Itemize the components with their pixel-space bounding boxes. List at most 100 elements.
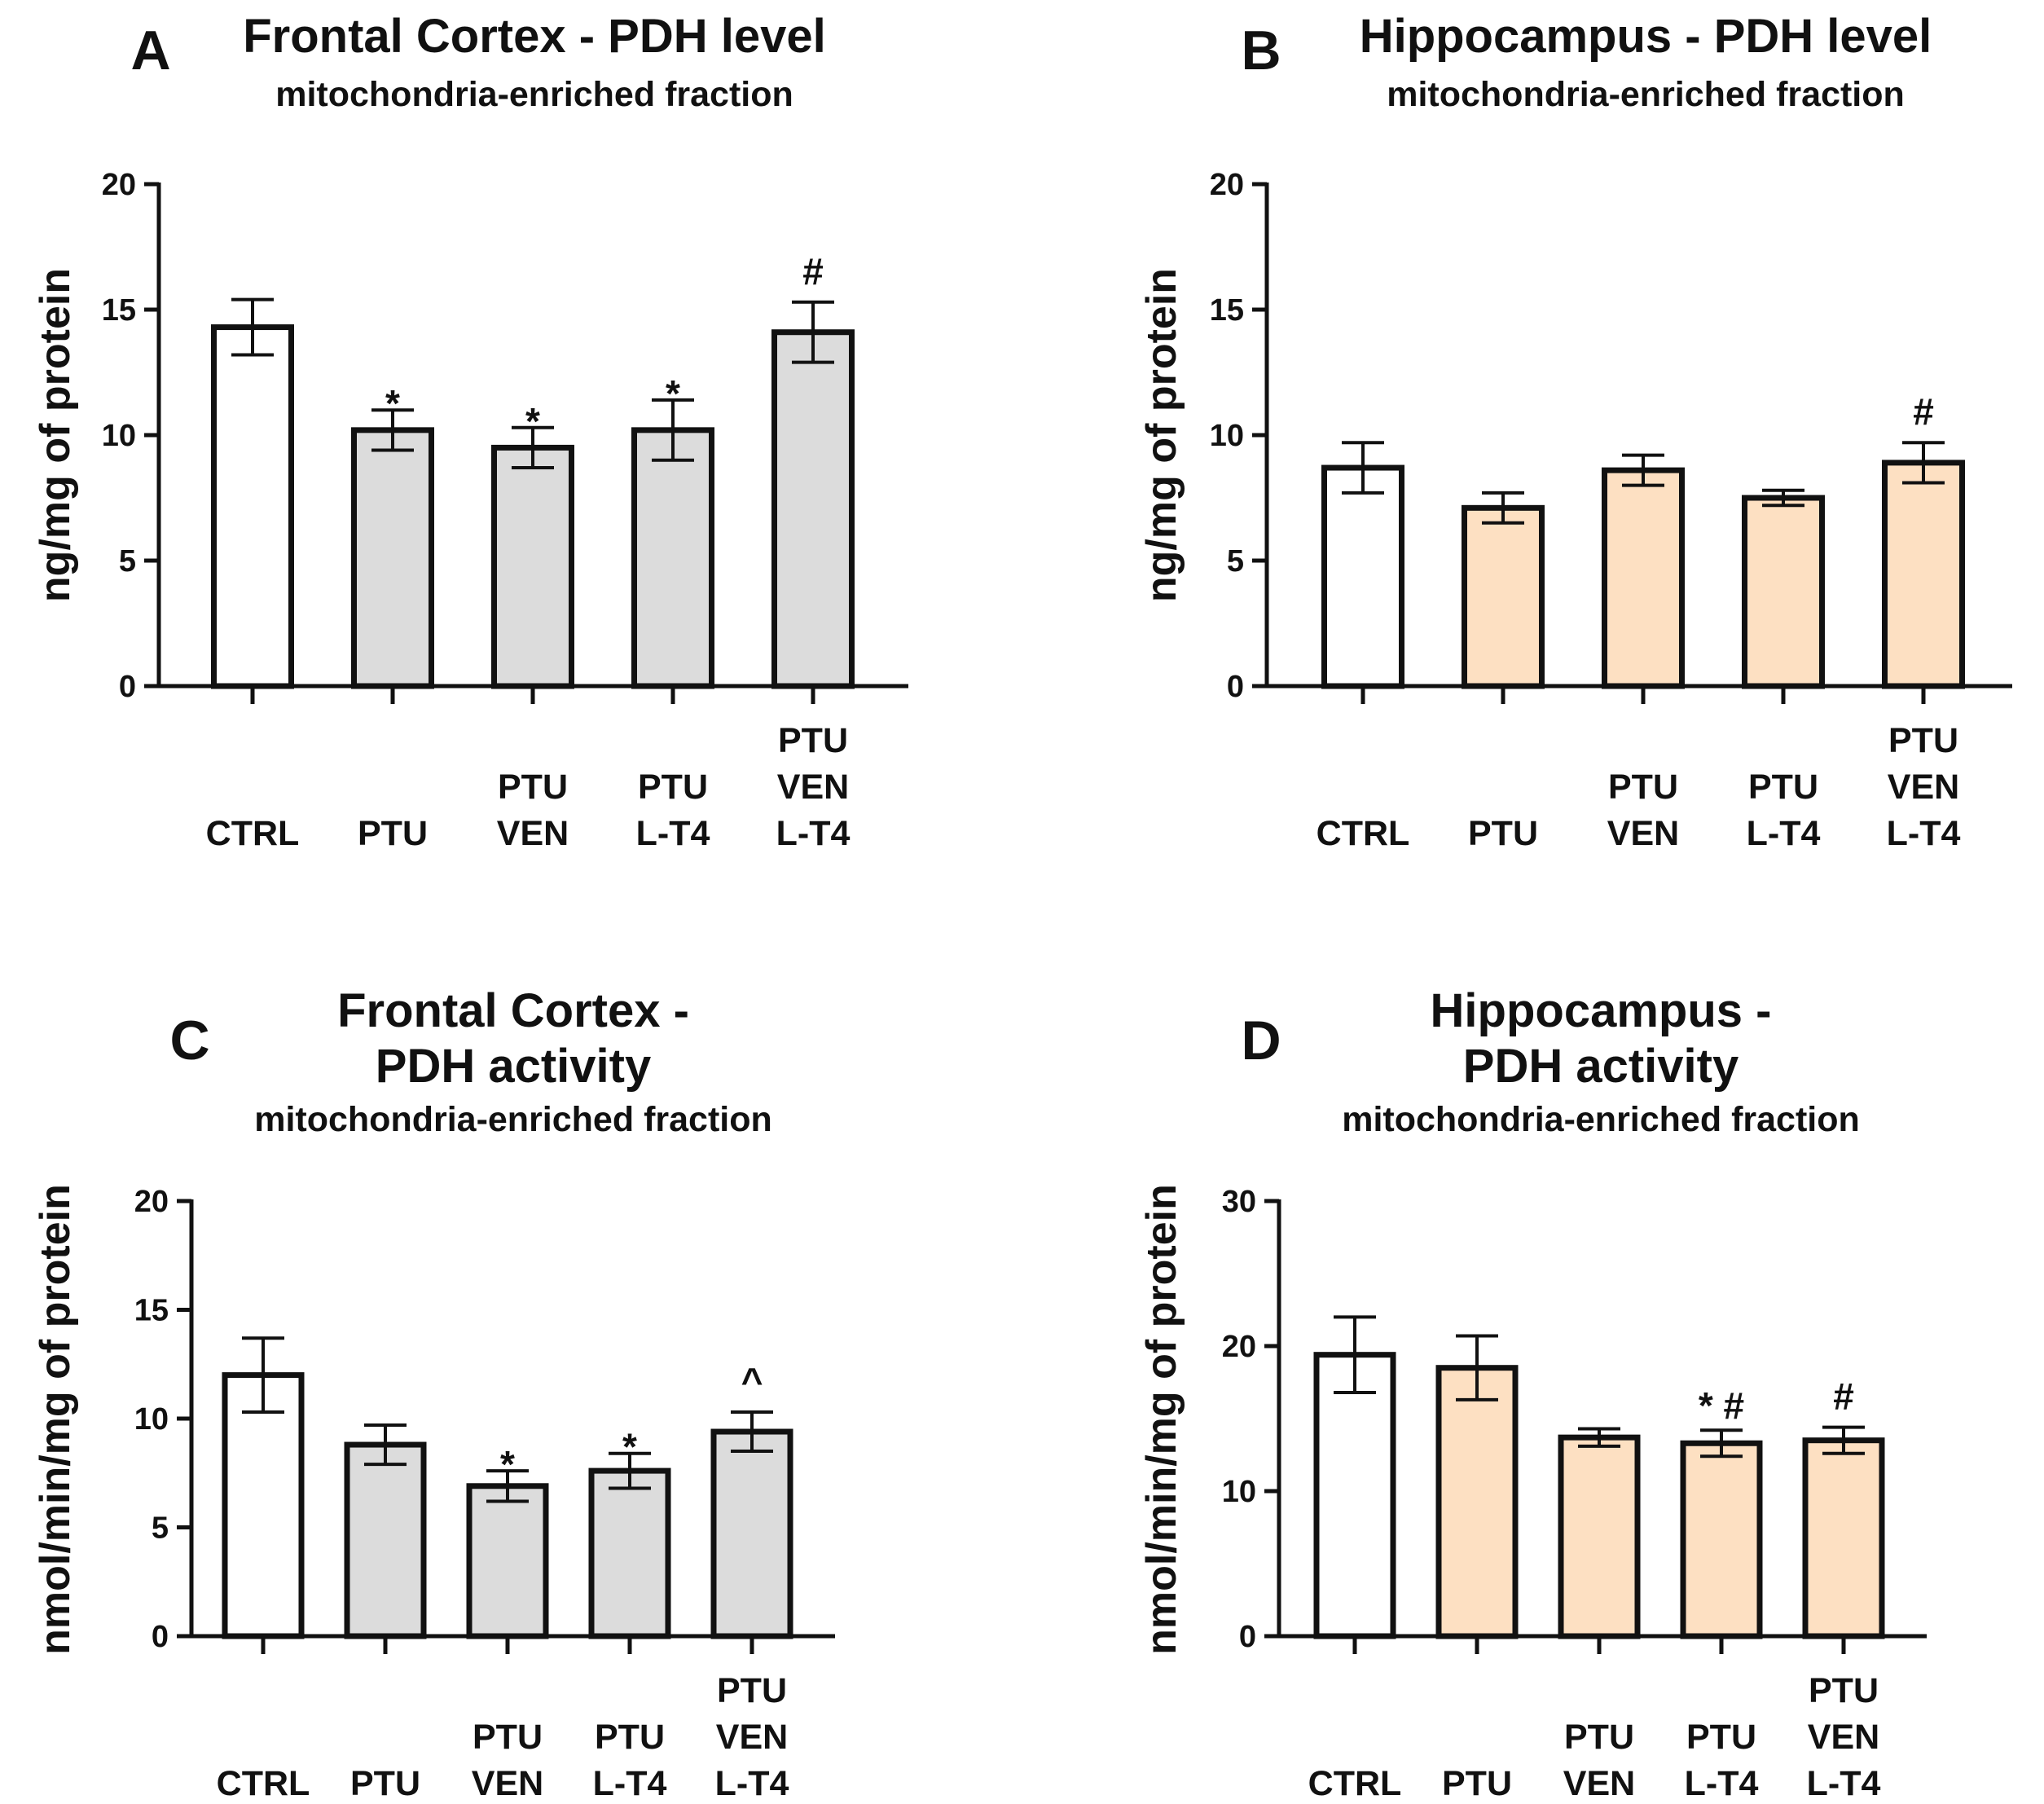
x-category-label: PTU xyxy=(717,1671,787,1710)
x-category-label: VEN xyxy=(1808,1718,1879,1757)
bar-group: PTU xyxy=(1435,1334,1519,1803)
bar-group: PTU VEN xyxy=(1602,453,1685,853)
x-category-label: PTU xyxy=(1608,768,1678,807)
x-category-label: PTU xyxy=(473,1718,543,1757)
significance-marker: * xyxy=(622,1426,637,1468)
bar xyxy=(491,444,574,689)
x-category-label: PTU xyxy=(1888,721,1958,760)
chart-title: Frontal Cortex - PDH level xyxy=(243,10,825,63)
bar-group: CTRL xyxy=(206,297,299,853)
x-category-label: L-T4 xyxy=(1807,1764,1881,1803)
bar-group: # PTU VEN L-T4 xyxy=(1882,390,1965,853)
bar xyxy=(710,1428,793,1639)
bar-group: * PTU VEN xyxy=(491,400,574,853)
x-category-label: PTU xyxy=(1748,768,1818,807)
chart-subtitle: mitochondria-enriched fraction xyxy=(275,75,793,114)
chart-title: Frontal Cortex - xyxy=(337,984,689,1037)
x-category-label: PTU xyxy=(1686,1718,1756,1757)
bar xyxy=(1313,1352,1396,1639)
x-category-label: PTU xyxy=(1564,1718,1634,1757)
chart-subtitle: mitochondria-enriched fraction xyxy=(1342,1100,1860,1139)
bar-group: PTU xyxy=(1462,491,1545,853)
y-axis-label: nmol/min/mg of protein xyxy=(1138,1184,1185,1655)
y-tick-label: 5 xyxy=(152,1511,169,1546)
bar-group: PTU VEN xyxy=(1558,1427,1641,1803)
chart-panel-a: A Frontal Cortex - PDH level mitochondria-… xyxy=(32,10,908,853)
x-category-label: PTU xyxy=(498,768,568,807)
x-category-label: PTU xyxy=(358,814,428,853)
panel-letter: B xyxy=(1241,20,1281,81)
chart-panel-c: C Frontal Cortex -PDH activity mitochondri… xyxy=(32,984,835,1803)
y-tick-label: 20 xyxy=(134,1185,169,1219)
x-category-label: PTU xyxy=(778,721,848,760)
panel-letter: D xyxy=(1241,1010,1281,1071)
chart-panel-d: D Hippocampus -PDH activity mitochondria-e… xyxy=(1138,984,1927,1803)
x-category-label: VEN xyxy=(777,768,849,807)
y-tick-label: 10 xyxy=(1210,419,1244,453)
panel-letter: C xyxy=(169,1010,209,1071)
bar-group: # PTU VEN L-T4 xyxy=(771,250,855,853)
y-tick-label: 20 xyxy=(102,168,136,202)
bar xyxy=(631,427,714,689)
significance-marker: * xyxy=(525,400,540,442)
y-tick-label: 0 xyxy=(1227,670,1244,704)
y-tick-label: 10 xyxy=(1222,1475,1256,1509)
bar xyxy=(344,1441,427,1639)
chart-subtitle: mitochondria-enriched fraction xyxy=(1387,75,1905,114)
y-axis-label: ng/mg of protein xyxy=(32,268,79,602)
chart-title: PDH activity xyxy=(1463,1040,1738,1093)
bar xyxy=(466,1483,549,1639)
bar xyxy=(1602,467,1685,689)
chart-title: PDH activity xyxy=(376,1040,651,1093)
significance-marker: # xyxy=(1913,390,1934,433)
bar xyxy=(1435,1365,1519,1639)
bar xyxy=(1882,460,1965,689)
y-tick-label: 10 xyxy=(102,419,136,453)
y-tick-label: 5 xyxy=(119,544,136,579)
x-category-label: L-T4 xyxy=(1747,814,1821,853)
x-category-label: L-T4 xyxy=(715,1764,789,1803)
y-tick-label: 0 xyxy=(1239,1620,1256,1654)
significance-marker: * # xyxy=(1699,1384,1744,1427)
x-category-label: PTU xyxy=(350,1764,420,1803)
panel-letter: A xyxy=(130,20,170,81)
y-tick-label: 20 xyxy=(1222,1330,1256,1364)
y-tick-label: 15 xyxy=(1210,293,1244,328)
x-category-label: VEN xyxy=(1563,1764,1635,1803)
bar xyxy=(588,1467,671,1639)
x-category-label: CTRL xyxy=(1308,1764,1402,1803)
x-category-label: L-T4 xyxy=(593,1764,667,1803)
x-category-label: PTU xyxy=(1468,814,1538,853)
x-category-label: L-T4 xyxy=(1685,1764,1759,1803)
bar-group: * PTU L-T4 xyxy=(631,372,714,853)
y-axis-label: nmol/min/mg of protein xyxy=(32,1184,79,1655)
x-category-label: CTRL xyxy=(1317,814,1410,853)
bar xyxy=(771,329,855,689)
y-tick-label: 0 xyxy=(119,670,136,704)
y-tick-label: 5 xyxy=(1227,544,1244,579)
x-category-label: VEN xyxy=(472,1764,543,1803)
x-category-label: L-T4 xyxy=(776,814,851,853)
significance-marker: * xyxy=(385,382,400,425)
x-category-label: CTRL xyxy=(217,1764,310,1803)
x-category-label: VEN xyxy=(497,814,569,853)
y-tick-label: 15 xyxy=(102,293,136,328)
bar xyxy=(1742,495,1825,689)
significance-marker: # xyxy=(802,250,824,293)
bar xyxy=(1802,1437,1885,1639)
significance-marker: # xyxy=(1833,1375,1854,1418)
bar xyxy=(1462,504,1545,689)
x-category-label: PTU xyxy=(1809,1671,1879,1710)
bar-group: * PTU VEN xyxy=(466,1443,549,1803)
y-tick-label: 10 xyxy=(134,1402,169,1437)
y-tick-label: 15 xyxy=(134,1294,169,1328)
y-tick-label: 30 xyxy=(1222,1185,1256,1219)
significance-marker: * xyxy=(666,372,680,415)
bar-group: PTU L-T4 xyxy=(1742,488,1825,853)
x-category-label: PTU xyxy=(595,1718,665,1757)
bar-group: * PTU L-T4 xyxy=(588,1426,671,1803)
bar xyxy=(1321,464,1404,689)
bar xyxy=(1558,1434,1641,1639)
x-category-label: VEN xyxy=(1888,768,1959,807)
x-category-label: PTU xyxy=(1442,1764,1512,1803)
